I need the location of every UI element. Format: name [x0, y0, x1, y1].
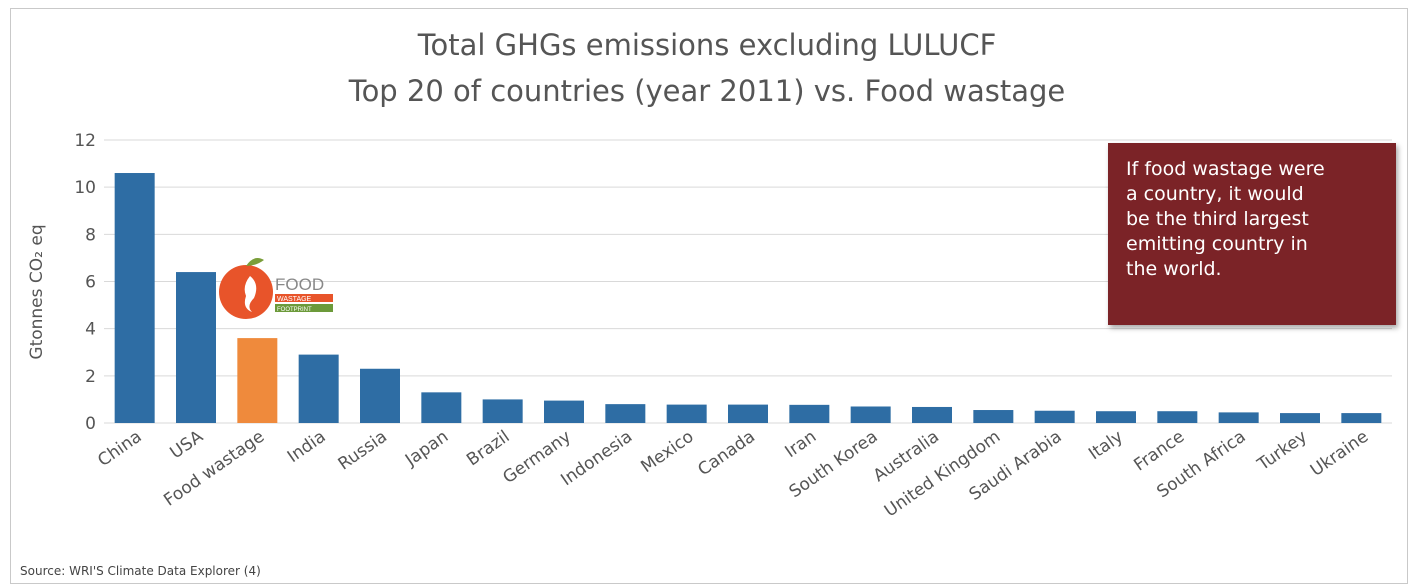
category-label: Russia [335, 427, 391, 475]
logo-inner-shape [244, 276, 257, 312]
bar-italy [1096, 411, 1136, 423]
y-tick-label: 8 [85, 225, 96, 245]
bar-mexico [666, 404, 707, 423]
bar-united-kingdom [973, 410, 1014, 423]
bar-russia [360, 368, 400, 423]
category-label: Ukraine [1307, 427, 1372, 481]
logo-band-2 [275, 304, 333, 312]
bar-indonesia [605, 404, 646, 423]
y-tick-label: 4 [85, 320, 96, 340]
chart-subtitle: Top 20 of countries (year 2011) vs. Food… [348, 74, 1066, 108]
callout-line: If food wastage were [1126, 158, 1325, 180]
bars [114, 173, 1382, 423]
y-tick-label: 12 [74, 131, 96, 151]
bar-brazil [482, 399, 523, 423]
bar-france [1157, 411, 1198, 423]
callout-line: emitting country in [1126, 233, 1308, 255]
logo-text-footprint: FOOTPRINT [277, 307, 312, 313]
logo-text-food: FOOD [275, 275, 324, 294]
category-label: Canada [694, 427, 758, 480]
bar-turkey [1280, 413, 1320, 423]
bar-india [298, 354, 339, 423]
callout-box: If food wastage were a country, it would… [1108, 143, 1396, 325]
bar-germany [544, 400, 584, 423]
callout-line: the world. [1126, 258, 1222, 280]
y-tick-labels: 0 2 4 6 8 10 12 [74, 131, 96, 434]
category-label: USA [167, 427, 208, 464]
callout-line: be the third largest [1126, 208, 1309, 230]
category-label: Mexico [637, 427, 697, 477]
source-note: Source: WRI'S Climate Data Explorer (4) [20, 564, 261, 578]
y-tick-label: 2 [85, 367, 96, 387]
bar-china [114, 173, 155, 423]
bar-food-wastage [237, 338, 278, 423]
y-axis-label: Gtonnes CO₂ eq [27, 224, 47, 359]
y-tick-label: 10 [74, 178, 96, 198]
chart-title: Total GHGs emissions excluding LULUCF [417, 28, 997, 62]
bar-south-korea [850, 406, 891, 423]
logo-leaf-shape [246, 258, 264, 266]
category-label: Italy [1085, 427, 1127, 465]
logo-text-wastage: WASTAGE [277, 296, 312, 303]
category-label: Brazil [463, 427, 513, 471]
y-tick-label: 0 [85, 414, 96, 434]
category-label: India [284, 427, 330, 467]
category-label: Iran [782, 427, 821, 462]
bar-saudi-arabia [1034, 410, 1075, 423]
food-wastage-logo: FOOD WASTAGE FOOTPRINT [219, 258, 333, 319]
bar-iran [789, 404, 830, 423]
category-label: Japan [401, 427, 452, 471]
bar-japan [421, 392, 462, 423]
bar-ukraine [1341, 413, 1382, 423]
category-label: China [94, 427, 145, 471]
bar-australia [912, 406, 952, 423]
y-tick-label: 6 [85, 273, 96, 293]
bar-usa [176, 272, 216, 423]
bar-south-africa [1218, 412, 1259, 423]
category-label: Turkey [1253, 427, 1311, 476]
bar-canada [728, 404, 768, 423]
callout-line: a country, it would [1126, 183, 1304, 205]
logo-band-1 [275, 294, 333, 302]
